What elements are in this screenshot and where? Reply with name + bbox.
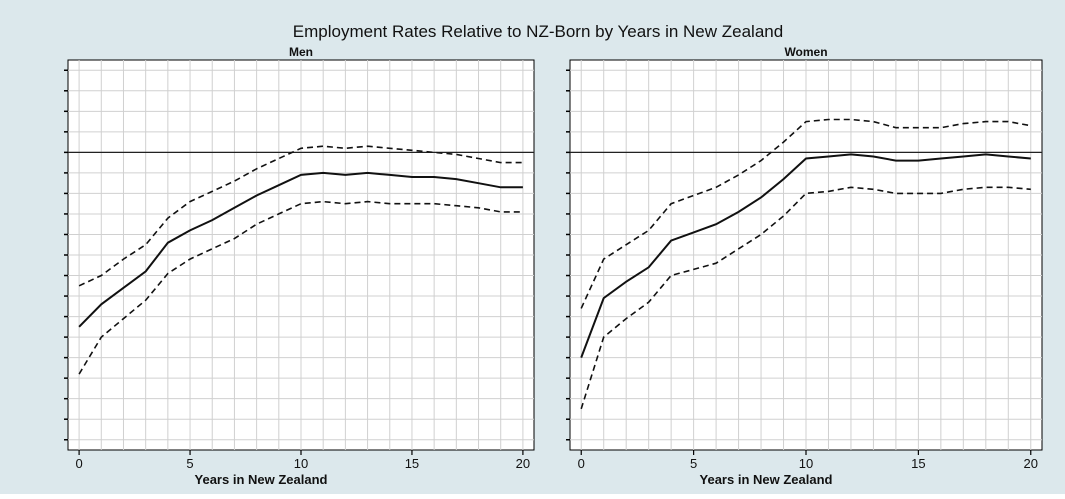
panel-title: Men <box>289 45 313 59</box>
series-line-bound <box>580 118 1031 309</box>
x-axis-label: Years in New Zealand <box>700 472 833 487</box>
x-tick-label: 5 <box>186 456 193 471</box>
x-tick-label: 15 <box>405 456 419 471</box>
x-tick-label: 20 <box>516 456 530 471</box>
x-tick-label: 20 <box>1024 456 1038 471</box>
series-line-bound <box>580 186 1031 410</box>
panel-women: 0 5 10 15 20 Women Years in New Zealand <box>566 45 1043 487</box>
x-tick-label: 0 <box>75 456 82 471</box>
x-tick-label: 15 <box>911 456 925 471</box>
figure-title: Employment Rates Relative to NZ-Born by … <box>293 22 783 41</box>
x-tick-label: 10 <box>799 456 813 471</box>
panel-title: Women <box>784 45 827 59</box>
series-line-bound <box>78 200 523 375</box>
x-tick-label: 5 <box>690 456 697 471</box>
x-axis-label: Years in New Zealand <box>195 472 328 487</box>
series-line-bound <box>78 145 523 287</box>
panel-men: 0 5 10 15 20 Men Years in New Zealand <box>64 45 535 487</box>
series-line-estimate <box>78 171 523 328</box>
series-line-estimate <box>580 153 1031 358</box>
x-tick-label: 0 <box>578 456 585 471</box>
x-tick-label: 10 <box>294 456 308 471</box>
